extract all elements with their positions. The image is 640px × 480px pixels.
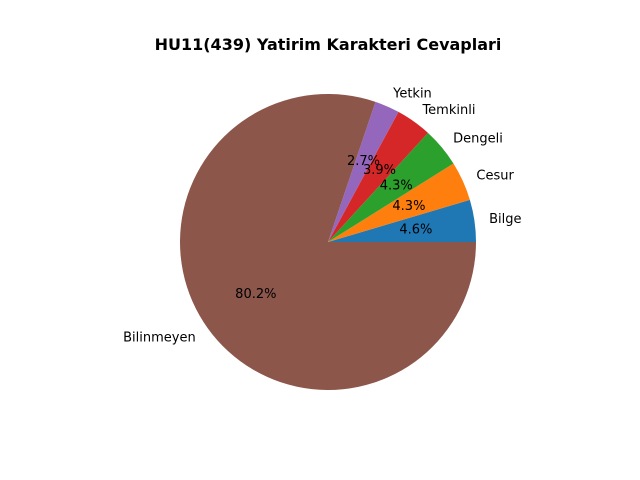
- pie-slice-dengeli: [328, 132, 454, 242]
- slice-label-bilinmeyen: Bilinmeyen: [123, 330, 196, 345]
- slice-percent-yetkin: 2.7%: [347, 154, 380, 169]
- pie-slice-bilinmeyen: [179, 94, 476, 390]
- chart-title: HU11(439) Yatirim Karakteri Cevaplari: [155, 35, 502, 54]
- slice-label-cesur: Cesur: [476, 169, 514, 184]
- slice-percent-bilge: 4.6%: [399, 223, 432, 238]
- slice-percent-bilinmeyen: 80.2%: [235, 287, 276, 302]
- slice-label-temkinli: Temkinli: [421, 103, 475, 118]
- slice-percent-temkinli: 3.9%: [363, 163, 396, 178]
- slice-label-yetkin: Yetkin: [392, 86, 432, 101]
- slice-label-dengeli: Dengeli: [453, 131, 503, 146]
- slice-percent-cesur: 4.3%: [392, 199, 425, 214]
- pie-slice-yetkin: [328, 101, 399, 242]
- pie-slice-temkinli: [328, 111, 428, 243]
- pie-slice-cesur: [328, 163, 470, 242]
- pie-slices: [179, 94, 476, 390]
- slice-label-bilge: Bilge: [489, 212, 521, 227]
- pie-labels: Bilge 4.6% Cesur 4.3% Dengeli 4.3% Temkinli 3.9…: [123, 86, 521, 345]
- pie-slice-bilge: [328, 199, 476, 242]
- slice-percent-dengeli: 4.3%: [380, 179, 413, 194]
